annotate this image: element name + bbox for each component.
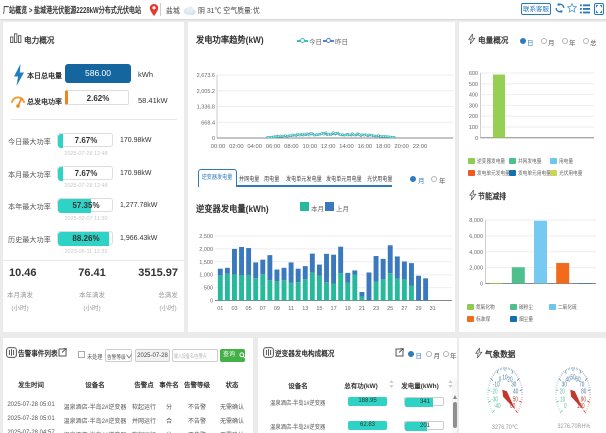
svg-text:0: 0 xyxy=(212,136,215,142)
svg-text:50: 50 xyxy=(513,397,519,404)
svg-text:40: 40 xyxy=(565,377,571,384)
svg-text:2,500: 2,500 xyxy=(199,234,213,240)
svg-text:0: 0 xyxy=(475,136,478,142)
svg-text:6,000: 6,000 xyxy=(469,234,483,240)
svg-text:0: 0 xyxy=(564,403,567,410)
svg-text:668.4: 668.4 xyxy=(201,120,215,126)
svg-text:03: 03 xyxy=(231,306,237,312)
svg-text:05: 05 xyxy=(246,306,252,312)
svg-text:29: 29 xyxy=(415,306,421,312)
svg-text:20:00: 20:00 xyxy=(394,144,409,150)
svg-text:16:00: 16:00 xyxy=(358,144,373,150)
svg-text:00:00: 00:00 xyxy=(211,144,226,150)
svg-text:2,000: 2,000 xyxy=(199,247,213,253)
svg-text:01: 01 xyxy=(217,306,223,312)
svg-text:-40: -40 xyxy=(494,403,501,410)
svg-text:2,673.6: 2,673.6 xyxy=(197,73,215,79)
svg-text:20: 20 xyxy=(560,389,566,396)
svg-text:500: 500 xyxy=(204,286,213,292)
svg-text:400: 400 xyxy=(469,93,478,99)
svg-text:27: 27 xyxy=(401,306,407,312)
svg-text:08:00: 08:00 xyxy=(284,144,299,150)
svg-text:500: 500 xyxy=(469,82,478,88)
svg-text:13: 13 xyxy=(302,306,308,312)
svg-text:07: 07 xyxy=(260,306,266,312)
svg-text:21: 21 xyxy=(359,306,365,312)
svg-text:06:00: 06:00 xyxy=(266,144,281,150)
svg-text:90: 90 xyxy=(581,397,587,404)
svg-text:1,000: 1,000 xyxy=(199,273,213,279)
svg-text:23: 23 xyxy=(373,306,379,312)
svg-text:1,500: 1,500 xyxy=(199,260,213,266)
svg-text:19: 19 xyxy=(345,306,351,312)
svg-text:0: 0 xyxy=(210,299,213,305)
svg-text:15: 15 xyxy=(316,306,322,312)
svg-text:0: 0 xyxy=(480,282,483,288)
svg-text:14:00: 14:00 xyxy=(339,144,354,150)
svg-text:12:00: 12:00 xyxy=(321,144,336,150)
svg-text:60: 60 xyxy=(575,377,581,384)
svg-text:11: 11 xyxy=(288,306,294,312)
svg-text:50: 50 xyxy=(570,375,576,382)
svg-text:0: 0 xyxy=(499,377,502,384)
svg-text:30: 30 xyxy=(562,382,568,389)
svg-text:02:00: 02:00 xyxy=(229,144,244,150)
svg-text:300: 300 xyxy=(469,103,478,109)
svg-text:-30: -30 xyxy=(491,397,498,404)
svg-text:2,005.2: 2,005.2 xyxy=(197,89,215,95)
svg-text:10: 10 xyxy=(502,375,508,382)
svg-text:30: 30 xyxy=(511,382,517,389)
svg-text:25: 25 xyxy=(387,306,393,312)
svg-text:600: 600 xyxy=(469,71,478,77)
svg-text:09: 09 xyxy=(274,306,280,312)
svg-text:200: 200 xyxy=(469,114,478,120)
svg-text:70: 70 xyxy=(579,382,585,389)
svg-text:22:00: 22:00 xyxy=(413,144,428,150)
svg-text:20: 20 xyxy=(507,377,513,384)
svg-text:8,000: 8,000 xyxy=(469,218,483,224)
svg-text:80: 80 xyxy=(581,389,587,396)
svg-text:1,336.8: 1,336.8 xyxy=(197,105,215,111)
svg-text:-20: -20 xyxy=(491,389,498,396)
svg-text:18:00: 18:00 xyxy=(376,144,391,150)
svg-text:31: 31 xyxy=(430,306,436,312)
svg-text:-10: -10 xyxy=(493,382,500,389)
svg-text:17: 17 xyxy=(331,306,337,312)
svg-text:2,000: 2,000 xyxy=(469,266,483,272)
svg-text:40: 40 xyxy=(513,389,519,396)
svg-text:10: 10 xyxy=(560,397,566,404)
svg-text:04:00: 04:00 xyxy=(247,144,262,150)
svg-text:4,000: 4,000 xyxy=(469,250,483,256)
svg-text:100: 100 xyxy=(469,125,478,131)
svg-text:10:00: 10:00 xyxy=(303,144,318,150)
